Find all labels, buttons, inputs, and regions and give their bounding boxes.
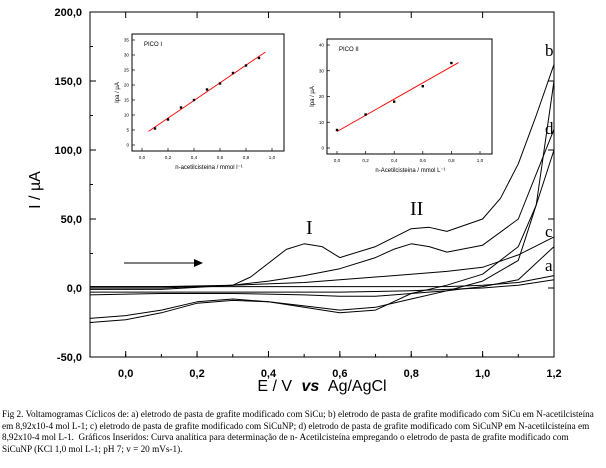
x-tick-label: 1,2: [546, 368, 561, 380]
inset-title: PICO I: [144, 42, 162, 48]
inset-data-point: [153, 127, 157, 130]
inset-x-label: n-Acetilcisteina / mmol L⁻¹: [375, 168, 445, 174]
inset-frame: [131, 33, 285, 152]
inset-data-point: [205, 88, 209, 91]
inset-y-tick-label: 15: [124, 98, 130, 103]
inset-x-tick-label: 0,8: [448, 158, 455, 163]
figure: 0,0 0,2 0,4 0,6 0,8 1,0 1,2-50,00,050,0100,015…: [27, 7, 562, 395]
inset-y-tick-label: 10: [124, 113, 130, 118]
inset-x-tick-label: 0,0: [334, 158, 341, 163]
inset-pico-i: 0,0 0,2 0,4 0,6 0,8 1,0 0 5 10 15 20 25 30 35 PICO I n-…: [115, 33, 285, 171]
main-tick-labels: 0,0 0,2 0,4 0,6 0,8 1,0 1,2-50,00,050,0100,015…: [54, 7, 561, 380]
inset-y-tick-label: 40: [319, 43, 325, 48]
inset-data-point: [218, 82, 222, 85]
curve-label-d: d: [545, 119, 554, 138]
inset-y-tick-label: 20: [319, 94, 325, 99]
inset-x-tick-label: 0,2: [165, 155, 172, 160]
inset-fit-line: [336, 62, 459, 132]
curve-label-b: b: [545, 41, 554, 60]
inset-data-point: [192, 98, 196, 102]
inset-data-point: [335, 128, 339, 132]
scan-direction-arrow: [124, 259, 203, 267]
curve-b-reverse: [89, 80, 555, 319]
curve-a-reverse: [90, 279, 555, 293]
inset-y-tick-label: 10: [319, 120, 325, 125]
inset-x-tick-label: 0,4: [391, 158, 398, 163]
x-tick-label: 1,0: [475, 368, 490, 380]
curve-b-forward: [90, 64, 555, 290]
curve-label-c: c: [545, 222, 553, 241]
y-tick-label: 50,0: [61, 214, 82, 226]
y-tick-label: 0,0: [67, 283, 82, 295]
inset-y-tick-label: 5: [126, 128, 129, 133]
curve-c-reverse: [89, 246, 555, 297]
x-axis-title-ref: Ag/AgCl: [328, 378, 387, 395]
y-tick-label: 200,0: [54, 7, 82, 19]
main-curves: [89, 64, 555, 323]
inset-data-point: [244, 64, 248, 67]
y-tick-label: -50,0: [57, 352, 82, 364]
peak-label-2: II: [410, 198, 423, 220]
inset-y-label: Ipa / µA: [310, 86, 316, 107]
inset-y-tick-label: 30: [319, 68, 325, 73]
curve-d-reverse: [89, 149, 555, 323]
x-tick-label: 0,4: [261, 368, 277, 380]
x-tick-label: 0,6: [332, 368, 347, 380]
inset-x-label: n-acetilcisteina / mmol l⁻¹: [175, 165, 243, 171]
inset-data-point: [179, 106, 183, 109]
figure-caption: Fig 2. Voltamogramas Cíclicos de: a) ele…: [2, 409, 594, 454]
curve-d-forward: [90, 129, 555, 289]
inset-data-point: [450, 61, 453, 65]
inset-x-tick-label: 1,0: [269, 155, 276, 160]
inset-data-point: [166, 118, 170, 121]
inset-x-tick-label: 0,6: [420, 158, 427, 163]
inset-x-tick-label: 0,8: [243, 155, 250, 160]
inset-data-point: [364, 113, 367, 116]
curve-label-a: a: [545, 256, 553, 275]
inset-y-tick-label: 0: [321, 146, 324, 151]
inset-x-tick-label: 0,0: [139, 155, 146, 160]
inset-y-label: Ipa / µA: [115, 82, 121, 103]
inset-frame: [326, 38, 493, 155]
y-tick-label: 150,0: [54, 76, 82, 88]
inset-x-tick-label: 0,4: [191, 155, 198, 160]
x-tick-label: 0,2: [189, 368, 204, 380]
inset-x-tick-label: 0,6: [217, 155, 224, 160]
inset-y-tick-label: 20: [124, 83, 130, 88]
peak-label-1: I: [306, 217, 313, 239]
inset-data-point: [393, 100, 396, 103]
inset-y-tick-label: 0: [126, 143, 129, 148]
x-axis-title-vs: vs: [302, 378, 320, 395]
inset-y-tick-label: 25: [124, 68, 130, 73]
x-axis-title: E / V vs Ag/AgCl: [257, 378, 386, 395]
inset-pico-ii: 0,0 0,2 0,4 0,6 0,8 1,0 0 10 20 30 40 PICO II n-Acet…: [310, 38, 493, 174]
inset-y-tick-label: 30: [124, 53, 130, 58]
inset-data-point: [421, 85, 424, 88]
x-tick-label: 0,0: [118, 368, 133, 380]
inset-y-tick-label: 35: [124, 38, 130, 43]
inset-data-point: [231, 71, 235, 75]
x-tick-label: 0,8: [404, 368, 419, 380]
inset-title: PICO II: [339, 47, 359, 53]
main-axis-ticks: [89, 11, 555, 358]
inset-data-point: [257, 56, 261, 60]
inset-x-tick-label: 0,2: [362, 158, 369, 163]
y-axis-title: I / µA: [27, 171, 44, 209]
y-tick-label: 100,0: [54, 145, 82, 157]
inset-x-tick-label: 1,0: [477, 158, 484, 163]
x-axis-title-e: E / V: [257, 378, 292, 395]
curve-c-forward: [90, 236, 555, 288]
